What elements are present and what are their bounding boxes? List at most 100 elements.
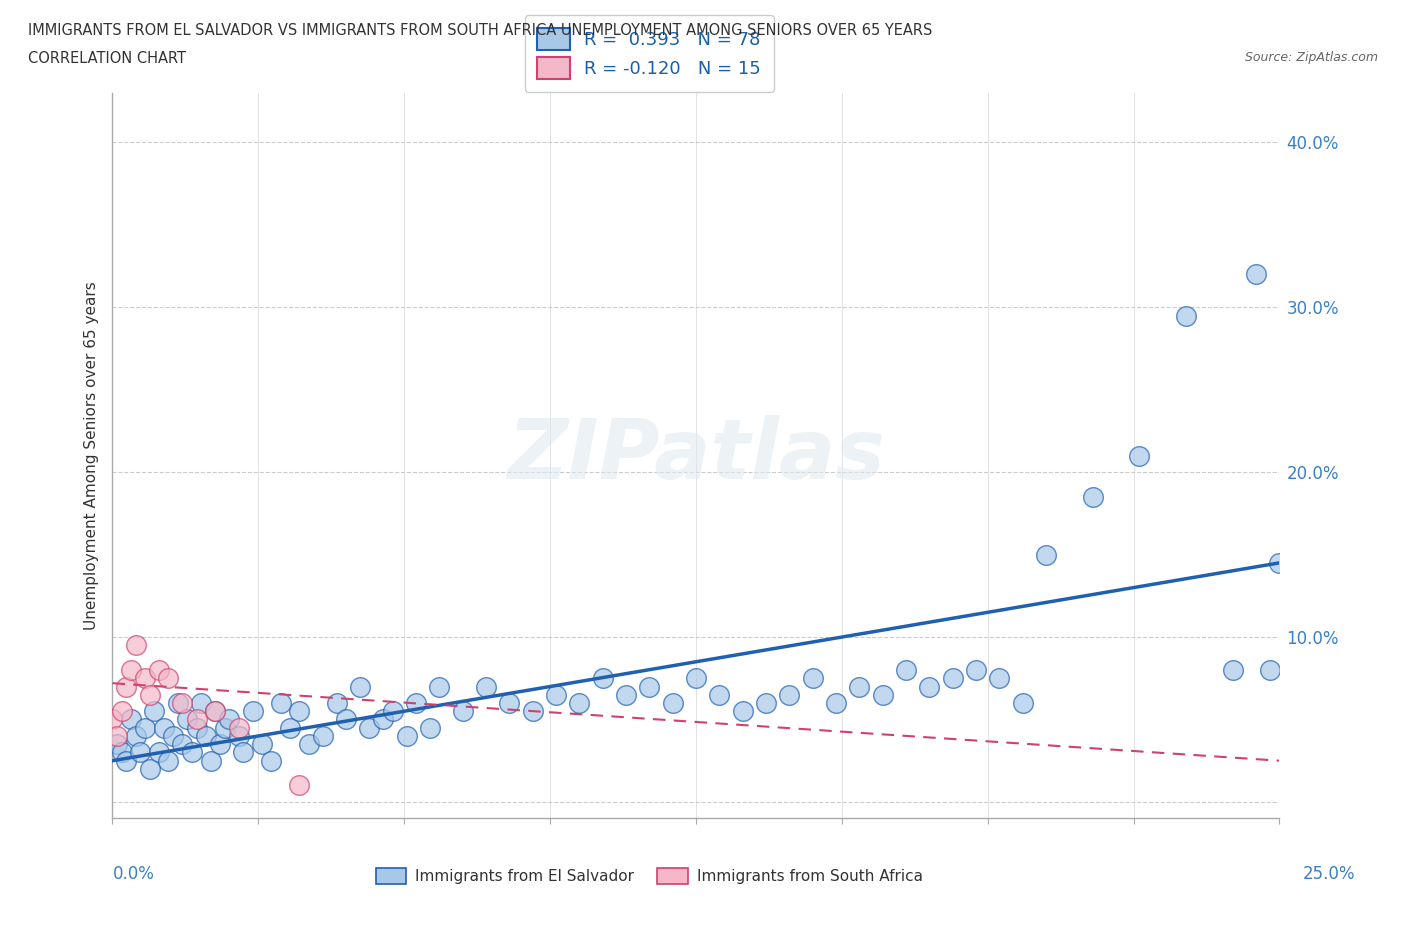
Point [1035, 547, 1057, 562]
Point [1258, 662, 1281, 677]
Point [1128, 448, 1150, 463]
Point [180, 745, 202, 760]
Point [894, 662, 917, 677]
Point [568, 696, 591, 711]
Point [1244, 267, 1267, 282]
Point [335, 712, 357, 727]
Point [176, 712, 198, 727]
Point [451, 704, 474, 719]
Point [115, 753, 138, 768]
Point [134, 720, 156, 735]
Point [148, 662, 170, 677]
Point [125, 728, 148, 743]
Point [139, 762, 162, 777]
Point [134, 671, 156, 685]
Point [162, 728, 184, 743]
Point [120, 662, 142, 677]
Point [359, 720, 381, 735]
Text: IMMIGRANTS FROM EL SALVADOR VS IMMIGRANTS FROM SOUTH AFRICA UNEMPLOYMENT AMONG S: IMMIGRANTS FROM EL SALVADOR VS IMMIGRANT… [28, 23, 932, 38]
Point [661, 696, 683, 711]
Point [988, 671, 1011, 685]
Legend: Immigrants from El Salvador, Immigrants from South Africa: Immigrants from El Salvador, Immigrants … [370, 862, 929, 891]
Point [614, 687, 637, 702]
Point [349, 679, 371, 694]
Point [172, 737, 194, 751]
Point [801, 671, 824, 685]
Point [288, 704, 311, 719]
Point [522, 704, 544, 719]
Point [101, 712, 124, 727]
Point [918, 679, 941, 694]
Point [278, 720, 301, 735]
Text: 0.0%: 0.0% [112, 865, 155, 883]
Point [755, 696, 778, 711]
Point [200, 753, 222, 768]
Point [153, 720, 176, 735]
Point [1222, 662, 1244, 677]
Point [166, 696, 188, 711]
Point [270, 696, 292, 711]
Point [186, 720, 208, 735]
Point [228, 728, 250, 743]
Point [208, 737, 231, 751]
Point [214, 720, 236, 735]
Point [129, 745, 152, 760]
Point [242, 704, 264, 719]
Point [498, 696, 520, 711]
Point [228, 720, 250, 735]
Point [381, 704, 404, 719]
Point [232, 745, 254, 760]
Point [115, 679, 138, 694]
Point [105, 737, 128, 751]
Point [139, 687, 162, 702]
Point [638, 679, 661, 694]
Point [204, 704, 226, 719]
Point [1175, 308, 1198, 323]
Point [1268, 555, 1291, 570]
Point [125, 638, 148, 653]
Point [475, 679, 498, 694]
Point [190, 696, 212, 711]
Point [1081, 489, 1104, 504]
Point [778, 687, 800, 702]
Point [544, 687, 567, 702]
Point [194, 728, 217, 743]
Point [111, 745, 134, 760]
Point [395, 728, 418, 743]
Point [592, 671, 614, 685]
Point [731, 704, 754, 719]
Point [848, 679, 870, 694]
Point [427, 679, 450, 694]
Point [111, 704, 134, 719]
Point [709, 687, 731, 702]
Point [186, 712, 208, 727]
Point [157, 671, 180, 685]
Text: 25.0%: 25.0% [1302, 865, 1355, 883]
Point [373, 712, 395, 727]
Text: ZIPatlas: ZIPatlas [508, 415, 884, 497]
Point [965, 662, 987, 677]
Point [250, 737, 273, 751]
Point [260, 753, 283, 768]
Point [942, 671, 965, 685]
Point [825, 696, 848, 711]
Point [157, 753, 180, 768]
Point [297, 737, 319, 751]
Point [325, 696, 347, 711]
Point [405, 696, 427, 711]
Point [685, 671, 707, 685]
Point [1011, 696, 1033, 711]
Text: CORRELATION CHART: CORRELATION CHART [28, 51, 186, 66]
Point [172, 696, 194, 711]
Point [288, 778, 311, 793]
Point [872, 687, 894, 702]
Point [204, 704, 226, 719]
Point [218, 712, 240, 727]
Point [120, 712, 142, 727]
Text: Source: ZipAtlas.com: Source: ZipAtlas.com [1244, 51, 1378, 64]
Point [148, 745, 170, 760]
Point [105, 728, 128, 743]
Y-axis label: Unemployment Among Seniors over 65 years: Unemployment Among Seniors over 65 years [84, 282, 100, 631]
Point [311, 728, 333, 743]
Point [419, 720, 441, 735]
